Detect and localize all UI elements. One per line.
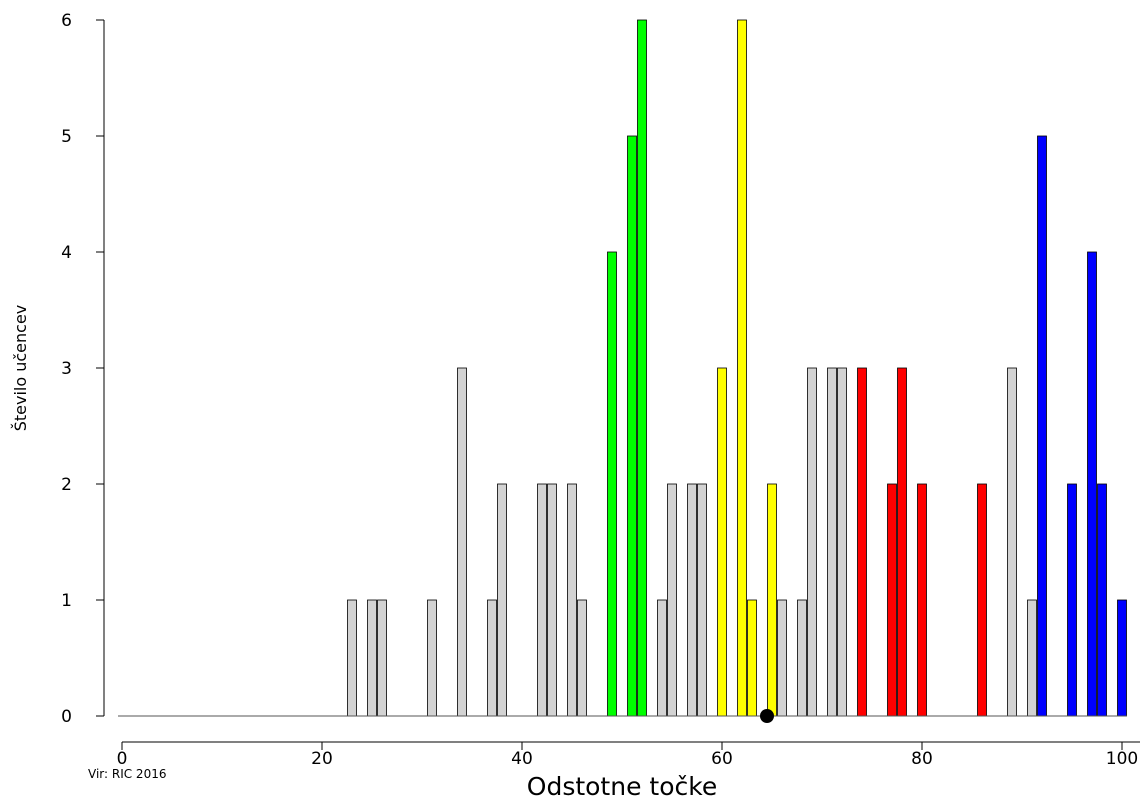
bar-51 <box>627 135 637 717</box>
bar-57 <box>687 483 697 717</box>
bar-80 <box>917 483 927 717</box>
bar-45 <box>567 483 577 717</box>
bar-58 <box>697 483 707 717</box>
bar-46 <box>577 599 587 717</box>
bar-43 <box>547 483 557 717</box>
bar-26 <box>377 599 387 717</box>
y-tick-label-5: 5 <box>61 127 72 147</box>
x-tick-label-60: 60 <box>711 749 733 769</box>
y-tick-label-3: 3 <box>61 359 72 379</box>
source-note: Vir: RIC 2016 <box>88 767 166 781</box>
bar-74 <box>857 367 867 717</box>
bar-66 <box>777 599 787 717</box>
bar-65 <box>767 483 777 717</box>
bar-91 <box>1027 599 1037 717</box>
y-tick-label-2: 2 <box>61 475 72 495</box>
bar-63 <box>747 599 757 717</box>
bar-100 <box>1117 599 1127 717</box>
x-axis-ticks: 0 20 40 60 80 100 <box>117 742 1138 769</box>
bar-86 <box>977 483 987 717</box>
bar-71 <box>827 367 837 717</box>
x-tick-label-20: 20 <box>311 749 333 769</box>
bar-89 <box>1007 367 1017 717</box>
bar-68 <box>797 599 807 717</box>
x-tick-label-40: 40 <box>511 749 533 769</box>
x-tick-label-0: 0 <box>117 749 128 769</box>
average-marker <box>760 709 774 723</box>
bar-77 <box>887 483 897 717</box>
y-tick-label-1: 1 <box>61 591 72 611</box>
bar-62 <box>737 19 747 717</box>
bar-95 <box>1067 483 1077 717</box>
x-axis-title: Odstotne točke <box>527 772 717 801</box>
bar-31 <box>427 599 437 717</box>
bars-layer <box>347 19 1127 717</box>
bar-78 <box>897 367 907 717</box>
y-tick-label-4: 4 <box>61 243 72 263</box>
x-tick-label-100: 100 <box>1106 749 1138 769</box>
bar-38 <box>497 483 507 717</box>
bar-72 <box>837 367 847 717</box>
y-axis-ticks: 0 1 2 3 4 5 6 <box>61 11 104 727</box>
bar-52 <box>637 19 647 717</box>
x-tick-label-80: 80 <box>911 749 933 769</box>
bar-34 <box>457 367 467 717</box>
bar-54 <box>657 599 667 717</box>
bar-42 <box>537 483 547 717</box>
bar-55 <box>667 483 677 717</box>
y-tick-label-6: 6 <box>61 11 72 31</box>
bar-49 <box>607 251 617 717</box>
y-tick-label-0: 0 <box>61 707 72 727</box>
bar-97 <box>1087 251 1097 717</box>
bar-98 <box>1097 483 1107 717</box>
bar-60 <box>717 367 727 717</box>
bar-25 <box>367 599 377 717</box>
bar-23 <box>347 599 357 717</box>
bar-69 <box>807 367 817 717</box>
y-axis-title: Število učencev <box>11 305 30 432</box>
bar-92 <box>1037 135 1047 717</box>
bar-37 <box>487 599 497 717</box>
